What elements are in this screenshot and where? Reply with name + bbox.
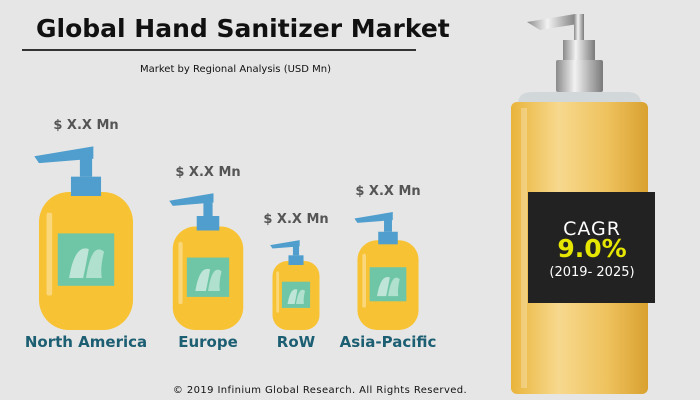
glove-icon	[388, 277, 400, 297]
glove-icon	[208, 269, 222, 291]
glove-icon	[86, 249, 105, 278]
chart-subtitle: Market by Regional Analysis (USD Mn)	[140, 64, 332, 75]
bottle-neck	[378, 231, 398, 245]
bottle-bar	[34, 146, 133, 330]
value-label: $ X.X Mn	[263, 212, 329, 228]
bottle-bar	[354, 212, 419, 330]
pump-stem	[384, 220, 392, 232]
pump-stem	[203, 202, 213, 217]
bottle-neck	[70, 176, 102, 196]
bottle-highlight	[362, 253, 367, 308]
pump-nozzle	[169, 193, 214, 206]
bottle-bar	[270, 240, 320, 330]
pump-stem	[79, 158, 93, 177]
category-label: Asia-Pacific	[339, 333, 437, 351]
glove-icon	[195, 268, 211, 291]
bottle-neck	[288, 255, 304, 265]
cagr-title: CAGR	[563, 218, 621, 240]
glove-icon	[69, 248, 89, 278]
bottle-bar	[169, 193, 244, 330]
bottle-highlight	[276, 271, 280, 313]
bottles-layer	[34, 146, 419, 330]
title-underline	[22, 49, 416, 51]
bottle-shoulder	[518, 92, 641, 104]
cagr-label-box	[528, 192, 655, 303]
cagr-bottle	[511, 14, 655, 394]
pump-nozzle	[354, 212, 393, 223]
pump-head	[563, 40, 595, 62]
bottle-highlight	[521, 108, 527, 388]
bottle-highlight	[178, 242, 183, 305]
pump-collar	[556, 60, 603, 92]
pump-nozzle	[527, 14, 578, 30]
glove-icon	[377, 276, 390, 297]
glove-icon	[296, 289, 306, 304]
value-label: $ X.X Mn	[355, 184, 421, 199]
bottle-neck	[196, 216, 220, 231]
pump-nozzle	[270, 240, 300, 249]
glove-icon	[287, 289, 298, 304]
category-label: RoW	[276, 333, 316, 351]
copyright-footer: © 2019 Infinium Global Research. All Rig…	[172, 385, 468, 396]
category-label: Europe	[178, 333, 238, 351]
pump-stem	[292, 246, 300, 256]
category-label: North America	[24, 333, 148, 351]
value-label: $ X.X Mn	[175, 165, 241, 181]
chart-title: Global Hand Sanitizer Market	[36, 14, 450, 43]
cagr-value: 9.0%	[557, 234, 627, 263]
value-label: $ X.X Mn	[53, 118, 119, 134]
bottle-highlight	[46, 212, 53, 296]
pump-stem	[574, 14, 584, 52]
cagr-period: (2019- 2025)	[549, 265, 635, 280]
pump-nozzle	[34, 146, 94, 164]
